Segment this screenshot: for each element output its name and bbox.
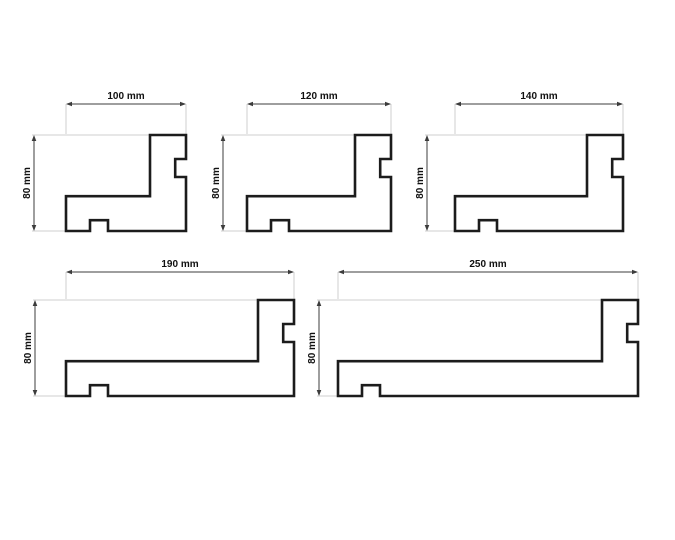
dimension-arrow-top [424, 135, 430, 141]
height-dimension-label: 80 mm [23, 332, 34, 364]
dimension-arrow-left [247, 101, 253, 107]
dimension-arrow-left [66, 269, 72, 275]
profile-140mm-outline [453, 133, 625, 233]
dimension-arrow-bottom [32, 390, 38, 396]
dimension-arrow-left [66, 101, 72, 107]
height-dimension-label: 80 mm [415, 167, 426, 199]
width-dimension-label: 100 mm [107, 91, 144, 102]
profile-120mm-outline [245, 133, 393, 233]
height-dimension-label: 80 mm [211, 167, 222, 199]
dimension-arrow-right [180, 101, 186, 107]
dimension-arrow-bottom [424, 225, 430, 231]
dimension-arrow-top [316, 300, 322, 306]
dimension-arrow-right [385, 101, 391, 107]
dimension-arrow-top [220, 135, 226, 141]
dimension-arrow-left [338, 269, 344, 275]
dimension-arrow-top [31, 135, 37, 141]
height-dimension-label: 80 mm [22, 167, 33, 199]
dimension-arrow-right [617, 101, 623, 107]
dimension-arrow-bottom [316, 390, 322, 396]
profile-190mm-outline [64, 298, 296, 398]
dimension-arrow-top [32, 300, 38, 306]
profile-100mm-outline [64, 133, 188, 233]
dimension-arrow-bottom [220, 225, 226, 231]
width-dimension-label: 250 mm [469, 259, 506, 270]
width-dimension-label: 190 mm [161, 259, 198, 270]
dimension-arrow-bottom [31, 225, 37, 231]
height-dimension-label: 80 mm [307, 332, 318, 364]
width-dimension-label: 120 mm [300, 91, 337, 102]
dimension-arrow-right [288, 269, 294, 275]
profile-250mm-outline [336, 298, 640, 398]
dimension-arrow-left [455, 101, 461, 107]
width-dimension-label: 140 mm [520, 91, 557, 102]
dimension-arrow-right [632, 269, 638, 275]
